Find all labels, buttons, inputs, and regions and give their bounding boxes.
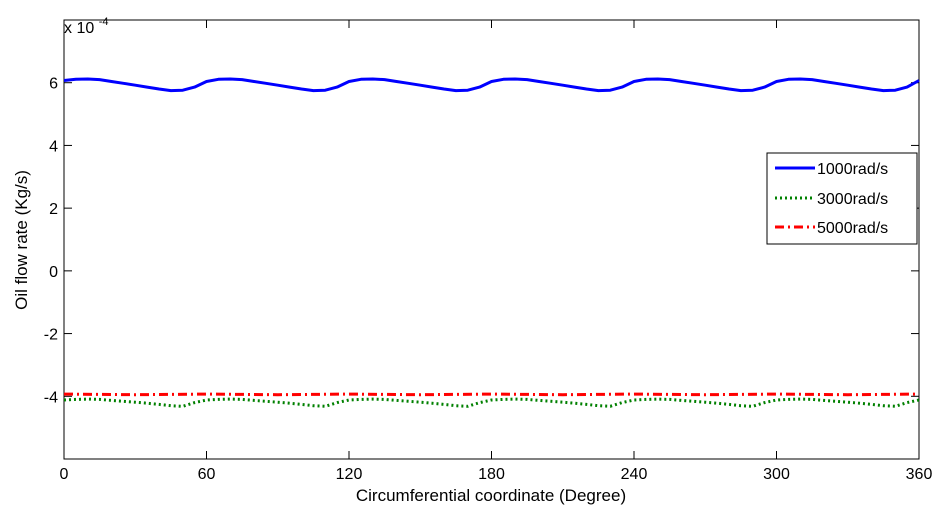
x-tick-label: 60 xyxy=(198,466,216,483)
legend-label-1000: 1000rad/s xyxy=(817,161,888,178)
legend-label-5000: 5000rad/s xyxy=(817,220,888,237)
series-line-1000rads xyxy=(63,77,920,93)
x-tick-label: 180 xyxy=(478,466,505,483)
x-tick-label: 240 xyxy=(621,466,648,483)
x-tick-label: 360 xyxy=(906,466,933,483)
x-tick-label: 300 xyxy=(763,466,790,483)
y-tick-label: 6 xyxy=(49,76,58,93)
x-tick-label: 0 xyxy=(60,466,69,483)
y-tick-label: -4 xyxy=(44,389,58,406)
x-tick-label: 120 xyxy=(336,466,363,483)
exponent-label: x 10 -4 xyxy=(64,16,108,37)
y-tick-label: -2 xyxy=(44,327,58,344)
y-tick-label: 2 xyxy=(49,201,58,218)
series-line-3000rads xyxy=(63,397,920,408)
exponent-base: x 10 xyxy=(64,20,94,37)
legend-label-3000: 3000rad/s xyxy=(817,191,888,208)
y-tick-label: 0 xyxy=(49,264,58,281)
y-tick-label: 4 xyxy=(49,138,58,155)
exponent-power: -4 xyxy=(99,16,109,28)
series-layer xyxy=(63,77,920,408)
x-axis-ticks: 0 60 120 180 240 300 360 xyxy=(60,20,933,483)
legend: 1000rad/s 3000rad/s 5000rad/s xyxy=(766,152,918,245)
y-axis-label: Oil flow rate (Kg/s) xyxy=(12,170,31,310)
x-axis-label: Circumferential coordinate (Degree) xyxy=(356,486,626,505)
